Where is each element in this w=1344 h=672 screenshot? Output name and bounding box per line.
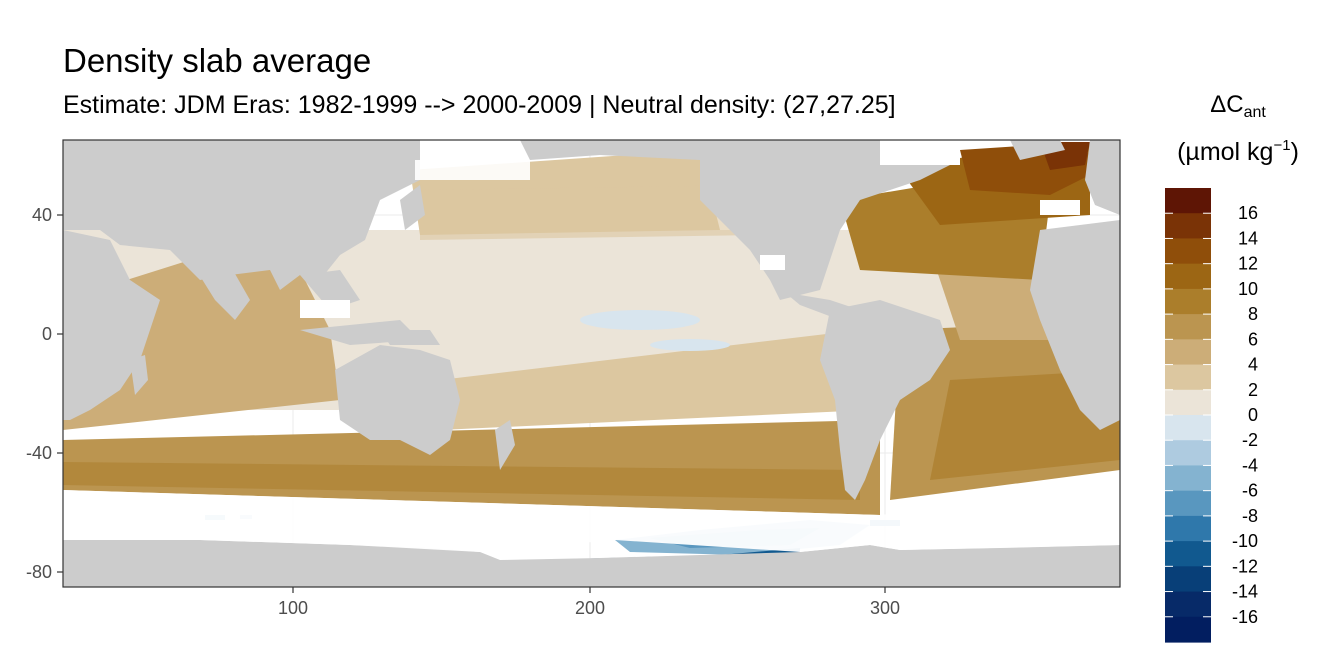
legend-swatch-9 — [1165, 415, 1211, 441]
legend-swatch-3 — [1165, 263, 1211, 290]
legend-swatch-12 — [1165, 490, 1211, 517]
legend-swatch-6 — [1165, 339, 1211, 366]
x-tick-labels: 100 200 300 — [278, 598, 900, 618]
ocean-eq-pacific-neg-2 — [650, 339, 730, 351]
land-india — [190, 260, 250, 320]
land-eurasia — [63, 140, 420, 290]
x-tick-label-100: 100 — [278, 598, 308, 618]
legend-label-2: 12 — [1238, 254, 1258, 274]
legend-label-10: -4 — [1242, 455, 1258, 475]
ocean-eq-pacific-neg — [580, 310, 700, 330]
land-africa-east — [1030, 220, 1120, 430]
land-new-zealand — [495, 420, 515, 470]
legend-unit-sup: −1 — [1273, 137, 1290, 154]
y-tick-label-m40: -40 — [26, 443, 52, 463]
land-antarctica — [63, 540, 1120, 587]
y-tick-labels: 40 0 -40 -80 — [26, 205, 52, 582]
land-south-america — [820, 300, 950, 500]
legend-swatch-5 — [1165, 314, 1211, 340]
legend-swatch-15 — [1165, 566, 1211, 593]
chart-subtitle: Estimate: JDM Eras: 1982-1999 --> 2000-2… — [63, 91, 896, 119]
land-greenland — [1010, 140, 1065, 160]
legend-swatch-0 — [1165, 188, 1211, 214]
legend-colorbar — [1165, 188, 1211, 643]
legend-label-15: -14 — [1232, 582, 1258, 602]
legend-swatch-11 — [1165, 465, 1211, 492]
legend-title-delta: ΔC — [1210, 91, 1243, 118]
ocean-southern-inner — [63, 462, 860, 500]
chart-title: Density slab average — [63, 42, 372, 79]
ocean-south-pacific — [440, 330, 870, 430]
land-alaska — [520, 140, 700, 160]
land-new-guinea — [380, 330, 440, 345]
no-data-gulf — [760, 255, 785, 270]
legend-label-14: -12 — [1232, 556, 1258, 576]
legend-swatch-1 — [1165, 213, 1211, 240]
land-europe-right — [1085, 140, 1120, 215]
no-data-north-pacific — [415, 160, 530, 180]
no-data — [63, 140, 1120, 552]
legend-label-13: -10 — [1232, 531, 1258, 551]
land — [63, 140, 1120, 587]
legend-swatch-10 — [1165, 440, 1211, 467]
legend-label-8: 0 — [1248, 405, 1258, 425]
land-africa — [63, 230, 160, 420]
legend-title-sub: ant — [1244, 104, 1267, 121]
legend-label-6: 4 — [1248, 355, 1258, 375]
legend-label-16: -16 — [1232, 607, 1258, 627]
panel-border — [62, 139, 1121, 588]
legend-swatch-4 — [1165, 288, 1211, 315]
legend-swatch-17 — [1165, 616, 1211, 643]
legend-label-0: 16 — [1238, 203, 1258, 223]
land-australia — [335, 345, 460, 455]
legend-unit-post: ) — [1291, 138, 1299, 166]
legend-label-12: -8 — [1242, 506, 1258, 526]
legend-swatch-7 — [1165, 364, 1211, 391]
no-data-hudson — [880, 140, 960, 165]
legend-unit-pre: (µmol kg — [1177, 138, 1273, 166]
land-madagascar — [130, 355, 148, 395]
legend-swatch-14 — [1165, 541, 1211, 567]
legend-label-5: 6 — [1248, 329, 1258, 349]
legend-label-11: -6 — [1242, 481, 1258, 501]
legend-swatch-16 — [1165, 591, 1211, 618]
legend-title: ΔCant (µmol kg−1) — [1177, 91, 1299, 166]
legend-swatch-8 — [1165, 389, 1211, 416]
y-tick-label-m80: -80 — [26, 562, 52, 582]
legend-label-3: 10 — [1238, 279, 1258, 299]
legend-swatch-2 — [1165, 238, 1211, 265]
legend-label-1: 14 — [1238, 228, 1258, 248]
legend-label-4: 8 — [1248, 304, 1258, 324]
no-data-mediterranean — [1040, 200, 1080, 215]
legend-swatch-13 — [1165, 515, 1211, 542]
land-japan — [400, 185, 425, 230]
x-tick-label-300: 300 — [870, 598, 900, 618]
legend-label-7: 2 — [1248, 380, 1258, 400]
no-data-indonesia — [300, 300, 350, 318]
y-tick-label-40: 40 — [32, 205, 52, 225]
svg-text:(µmol kg−1): (µmol kg−1) — [1177, 137, 1299, 166]
ocean-south-atlantic-core — [930, 370, 1120, 480]
svg-text:ΔCant: ΔCant — [1210, 91, 1266, 121]
legend-label-9: -2 — [1242, 430, 1258, 450]
no-data-southern — [63, 490, 1120, 552]
x-tick-label-200: 200 — [575, 598, 605, 618]
axis-ticks — [57, 214, 886, 593]
ocean-north-pacific-2 — [420, 185, 760, 240]
legend-labels: 16 14 12 10 8 6 4 2 0 -2 -4 -6 -8 -10 -12 -14 -16 — [1232, 203, 1258, 627]
y-tick-label-0: 0 — [42, 324, 52, 344]
